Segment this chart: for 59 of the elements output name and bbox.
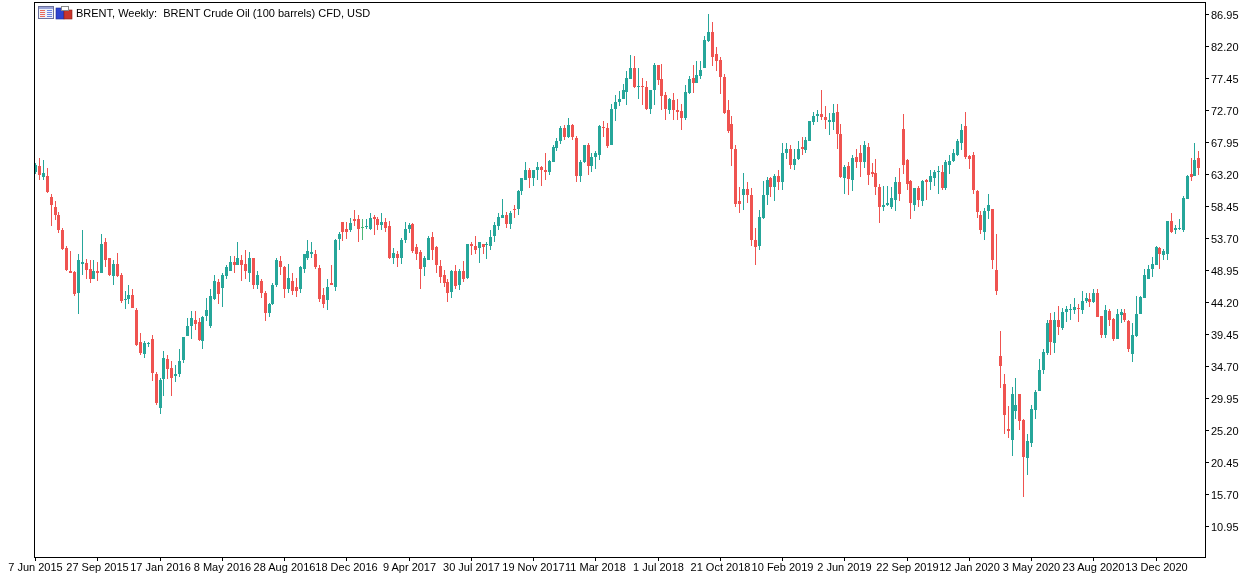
- candlestick: [330, 265, 333, 285]
- x-tick-label: 28 Aug 2016: [253, 561, 316, 573]
- y-tick-label: 34.70: [1211, 360, 1239, 373]
- y-tick-label: 67.95: [1211, 136, 1239, 149]
- candlestick: [373, 215, 376, 235]
- x-tick-label: 22 Sep 2019: [876, 561, 939, 573]
- candlestick: [1077, 304, 1080, 322]
- candlestick: [1190, 158, 1193, 181]
- x-tick-label: 18 Dec 2016: [315, 561, 378, 573]
- x-tick-label: 30 Jul 2017: [443, 561, 500, 573]
- x-tick-label: 9 Apr 2017: [382, 561, 437, 573]
- x-tick-label: 17 Jan 2016: [130, 561, 191, 573]
- y-tick-label: 86.95: [1211, 8, 1239, 21]
- x-tick-label: 27 Sep 2015: [66, 561, 129, 573]
- x-tick-label: 1 Jul 2018: [633, 561, 684, 573]
- y-tick-label: 82.20: [1211, 40, 1239, 53]
- candlestick: [820, 90, 823, 120]
- candlestick: [886, 186, 889, 206]
- x-tick-label: 21 Oct 2018: [690, 561, 751, 573]
- candlestick: [925, 179, 928, 200]
- y-tick-label: 39.45: [1211, 328, 1239, 341]
- x-tick-label: 3 May 2020: [1002, 561, 1061, 573]
- y-tick-label: 53.70: [1211, 232, 1239, 245]
- y-tick-label: 25.20: [1211, 424, 1239, 437]
- y-tick-label: 10.95: [1211, 520, 1239, 533]
- candlestick: [641, 78, 644, 105]
- candlestick: [602, 121, 605, 137]
- candlestick: [801, 137, 804, 155]
- candlestick: [882, 186, 885, 211]
- y-tick-label: 20.45: [1211, 456, 1239, 469]
- x-tick-label: 8 May 2016: [193, 561, 252, 573]
- x-tick-label: 2 Jun 2019: [817, 561, 872, 573]
- y-tick-label: 15.70: [1211, 488, 1239, 501]
- y-tick-label: 77.45: [1211, 72, 1239, 85]
- candlestick: [174, 365, 177, 382]
- candlestick: [513, 205, 516, 218]
- candlestick: [361, 219, 364, 240]
- x-tick-label: 11 Mar 2018: [565, 561, 626, 573]
- x-tick-label: 7 Jun 2015: [8, 561, 63, 573]
- y-tick-label: 63.20: [1211, 168, 1239, 181]
- chart-title: BRENT, Weekly: BRENT Crude Oil (100 barrels) CFD, USD: [76, 7, 371, 19]
- candlestick: [310, 242, 313, 258]
- candlestick: [540, 166, 543, 186]
- y-tick-label: 44.20: [1211, 296, 1239, 309]
- x-tick-label: 13 Dec 2020: [1125, 561, 1188, 573]
- y-tick-label: 72.70: [1211, 104, 1239, 117]
- candlestick: [824, 106, 827, 129]
- x-tick-label: 23 Aug 2020: [1062, 561, 1125, 573]
- y-tick-label: 58.45: [1211, 200, 1239, 213]
- candlestick: [1007, 406, 1010, 438]
- x-tick-label: 12 Jan 2020: [939, 561, 1000, 573]
- candlestick: [637, 68, 640, 99]
- candlestick: [937, 166, 940, 194]
- y-tick-label: 48.95: [1211, 264, 1239, 277]
- candlestick: [544, 153, 547, 180]
- x-tick-label: 10 Feb 2019: [751, 561, 814, 573]
- x-tick-label: 19 Nov 2017: [502, 561, 565, 573]
- y-tick-label: 29.95: [1211, 392, 1239, 405]
- candlestick: [96, 262, 99, 281]
